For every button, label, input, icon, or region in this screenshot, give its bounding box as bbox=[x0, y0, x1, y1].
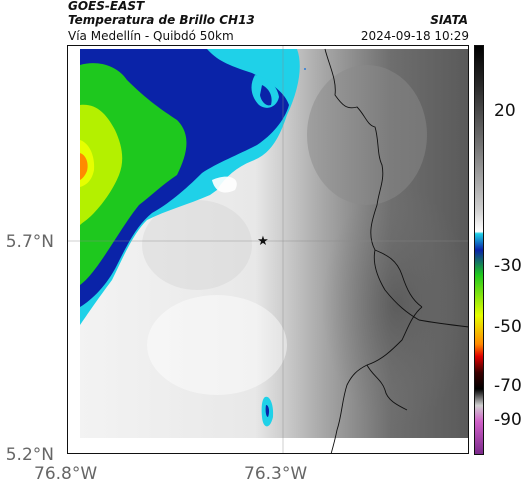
source-title: GOES-EAST bbox=[68, 0, 145, 13]
colorbar-label-minus30: -30 bbox=[494, 256, 522, 276]
colorbar-label-20: 20 bbox=[494, 101, 516, 121]
star-icon: ★ bbox=[257, 234, 269, 249]
cloud-shield bbox=[80, 49, 300, 427]
timestamp-label: 2024-09-18 10:29 bbox=[360, 29, 469, 43]
lat-label-5-2: 5.2°N bbox=[5, 445, 54, 465]
colorbar-label-minus70: -70 bbox=[494, 376, 522, 396]
colorbar-label-minus50: -50 bbox=[494, 317, 522, 337]
small-point-icon bbox=[304, 68, 306, 70]
product-title: Temperatura de Brillo CH13 bbox=[68, 13, 255, 27]
graticule bbox=[67, 45, 469, 454]
lon-label-76-8: 76.8°W bbox=[34, 464, 98, 484]
satellite-map: ★ bbox=[67, 45, 469, 454]
lat-label-5-7: 5.7°N bbox=[5, 232, 54, 252]
organization-label: SIATA bbox=[430, 13, 468, 27]
temperature-colorbar bbox=[474, 45, 484, 455]
colorbar-label-minus90: -90 bbox=[494, 410, 522, 430]
lon-label-76-3: 76.3°W bbox=[244, 464, 308, 484]
region-subtitle: Vía Medellín - Quibdó 50km bbox=[68, 29, 234, 43]
admin-borders bbox=[324, 48, 469, 454]
